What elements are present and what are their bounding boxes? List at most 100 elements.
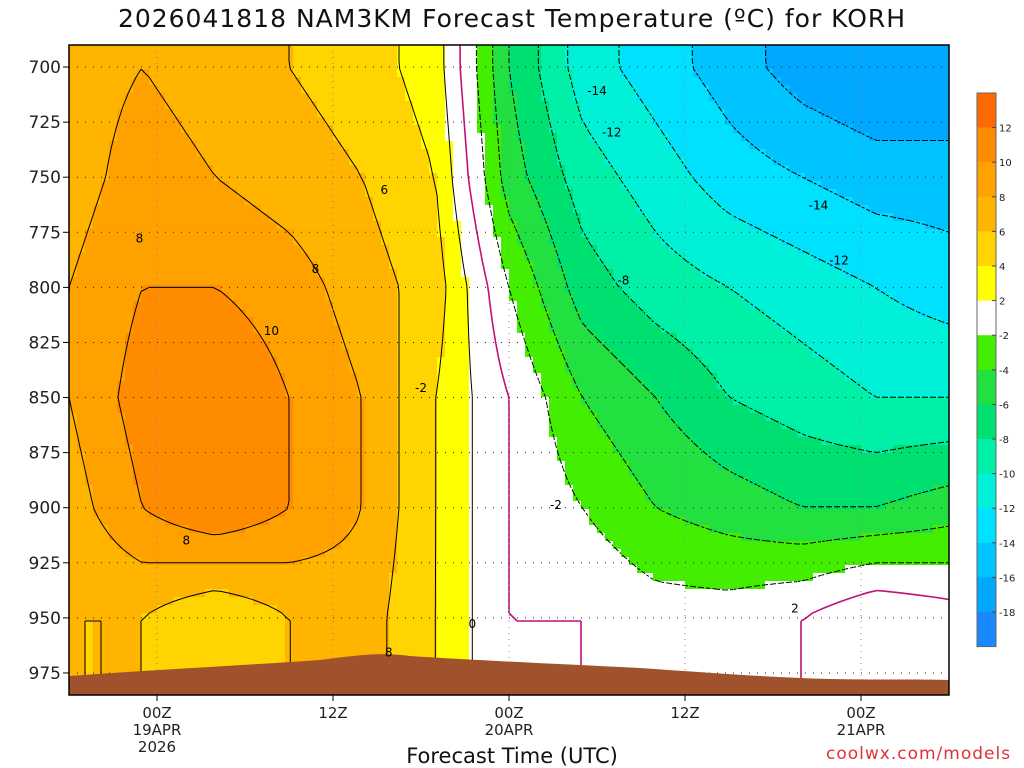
temperature-cell [533,109,542,118]
temperature-cell [253,125,262,134]
temperature-cell [141,605,150,614]
temperature-cell [293,597,302,606]
temperature-cell [229,653,238,662]
temperature-cell [421,621,430,630]
temperature-cell [269,53,278,62]
temperature-cell [373,605,382,614]
temperature-cell [389,269,398,278]
temperature-cell [453,477,462,486]
temperature-cell [549,485,558,494]
temperature-cell [485,437,494,446]
temperature-cell [325,325,334,334]
temperature-cell [93,221,102,230]
temperature-cell [405,621,414,630]
temperature-cell [125,141,134,150]
temperature-cell [237,445,246,454]
temperature-cell [309,389,318,398]
temperature-cell [517,325,526,334]
temperature-cell [413,277,422,286]
temperature-cell [69,525,78,534]
temperature-cell [453,189,462,198]
temperature-cell [117,389,126,398]
temperature-cell [269,349,278,358]
temperature-cell [101,157,110,166]
temperature-cell [261,477,270,486]
temperature-cell [277,597,286,606]
temperature-cell [445,77,454,86]
temperature-cell [125,661,134,670]
temperature-cell [189,597,198,606]
temperature-cell [165,85,174,94]
temperature-cell [405,229,414,238]
temperature-cell [221,45,230,54]
temperature-cell [77,429,86,438]
temperature-cell [125,509,134,518]
temperature-cell [485,605,494,614]
temperature-cell [533,117,542,126]
temperature-cell [69,317,78,326]
temperature-cell [117,349,126,358]
temperature-cell [533,245,542,254]
temperature-cell [173,45,182,54]
temperature-cell [405,117,414,126]
temperature-cell [213,125,222,134]
temperature-cell [325,509,334,518]
temperature-cell [469,573,478,582]
temperature-cell [525,429,534,438]
temperature-cell [141,341,150,350]
temperature-cell [165,189,174,198]
temperature-cell [101,53,110,62]
temperature-cell [181,405,190,414]
temperature-cell [269,621,278,630]
temperature-cell [541,645,550,654]
temperature-cell [453,469,462,478]
temperature-cell [77,197,86,206]
temperature-cell [197,501,206,510]
temperature-cell [317,189,326,198]
temperature-cell [493,269,502,278]
temperature-cell [509,101,518,110]
temperature-cell [453,493,462,502]
temperature-cell [117,333,126,342]
temperature-cell [517,581,526,590]
temperature-cell [485,53,494,62]
temperature-cell [85,61,94,70]
temperature-cell [301,381,310,390]
temperature-cell [461,445,470,454]
temperature-cell [205,541,214,550]
temperature-cell [221,85,230,94]
temperature-cell [381,621,390,630]
temperature-cell [245,141,254,150]
temperature-cell [125,525,134,534]
temperature-cell [549,333,558,342]
temperature-cell [189,645,198,654]
temperature-cell [301,493,310,502]
temperature-cell [525,165,534,174]
temperature-cell [133,197,142,206]
temperature-cell [197,613,206,622]
temperature-cell [461,237,470,246]
temperature-cell [229,165,238,174]
temperature-cell [69,301,78,310]
temperature-cell [525,253,534,262]
temperature-cell [309,237,318,246]
temperature-cell [349,597,358,606]
temperature-cell [269,277,278,286]
temperature-cell [213,621,222,630]
temperature-cell [197,493,206,502]
temperature-cell [365,517,374,526]
temperature-cell [517,53,526,62]
temperature-cell [541,261,550,270]
temperature-cell [453,213,462,222]
temperature-cell [373,125,382,134]
temperature-cell [413,253,422,262]
temperature-cell [461,109,470,118]
temperature-cell [493,565,502,574]
temperature-cell [277,581,286,590]
temperature-cell [253,581,262,590]
temperature-cell [245,477,254,486]
temperature-cell [341,549,350,558]
temperature-cell [253,269,262,278]
temperature-cell [165,325,174,334]
temperature-cell [245,461,254,470]
